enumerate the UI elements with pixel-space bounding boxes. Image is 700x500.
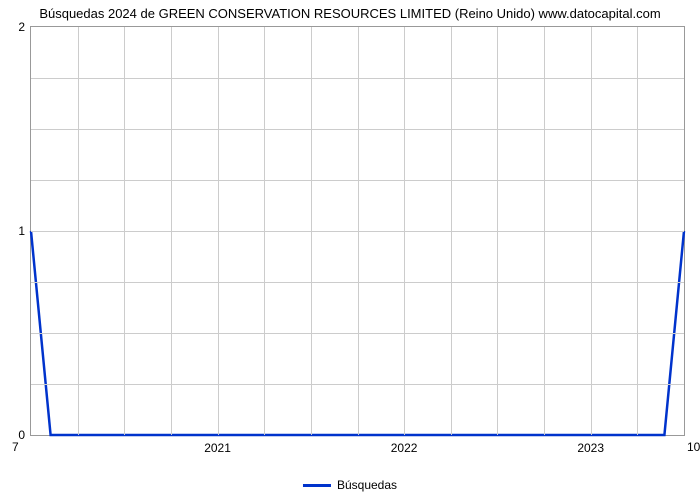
y-tick-label: 2 <box>18 20 25 34</box>
corner-label-bottom-right: 10 <box>687 440 700 454</box>
grid-line-horizontal <box>31 282 684 283</box>
legend-label: Búsquedas <box>337 478 397 492</box>
grid-line-horizontal <box>31 129 684 130</box>
grid-line-horizontal <box>31 384 684 385</box>
legend: Búsquedas <box>303 478 397 492</box>
x-tick-label: 2022 <box>391 441 418 455</box>
grid-line-horizontal <box>31 78 684 79</box>
corner-label-bottom-left: 7 <box>12 440 19 454</box>
x-tick-label: 2021 <box>204 441 231 455</box>
grid-line-horizontal <box>31 333 684 334</box>
grid-line-horizontal <box>31 180 684 181</box>
legend-swatch <box>303 484 331 487</box>
y-tick-label: 0 <box>18 428 25 442</box>
chart-title: Búsquedas 2024 de GREEN CONSERVATION RES… <box>0 6 700 21</box>
plot-area: 012202120222023 <box>30 26 685 436</box>
grid-line-horizontal <box>31 231 684 232</box>
y-tick-label: 1 <box>18 224 25 238</box>
x-tick-label: 2023 <box>577 441 604 455</box>
